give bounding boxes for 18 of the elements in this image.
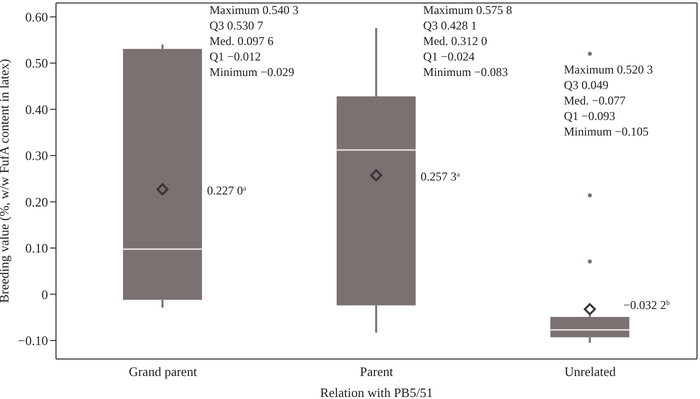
annotation: Maximum 0.540 3 Q3 0.530 7 Med. 0.097 6 Q1 −0.012 Minimum −0.029 (210, 3, 298, 79)
annotation: Maximum 0.520 3 Q3 0.049 Med. −0.077 Q1 −0.093 Minimum −0.105 (564, 62, 653, 139)
annotation: 0.257 3$^{a}$ (420, 169, 461, 184)
y-tick-label: 0.20 (25, 194, 48, 210)
y-tick-label: 0 (42, 286, 48, 302)
y-tick-label: 0.30 (25, 148, 48, 164)
x-tick-label: Grand parent (128, 364, 198, 380)
annotation: −0.032 2$^{b}$ (623, 298, 670, 312)
y-tick-label: −0.10 (18, 333, 48, 348)
x-tick-label: Parent (360, 364, 394, 380)
x-tick-label: Unrelated (564, 364, 616, 380)
y-tick-label: 0.40 (25, 102, 48, 117)
annotation: 0.227 0$^{a}$ (207, 183, 247, 198)
annotation: Maximum 0.575 8 Q3 0.428 1 Med. 0.312 0 Q1 −0.024 Minimum −0.083 (423, 3, 512, 79)
y-tick-label: 0.10 (25, 240, 48, 256)
y-tick-label: 0.50 (25, 56, 48, 71)
y-tick-label: 0.60 (25, 9, 48, 24)
x-axis-title: Relation with PB5/51 (320, 385, 433, 399)
